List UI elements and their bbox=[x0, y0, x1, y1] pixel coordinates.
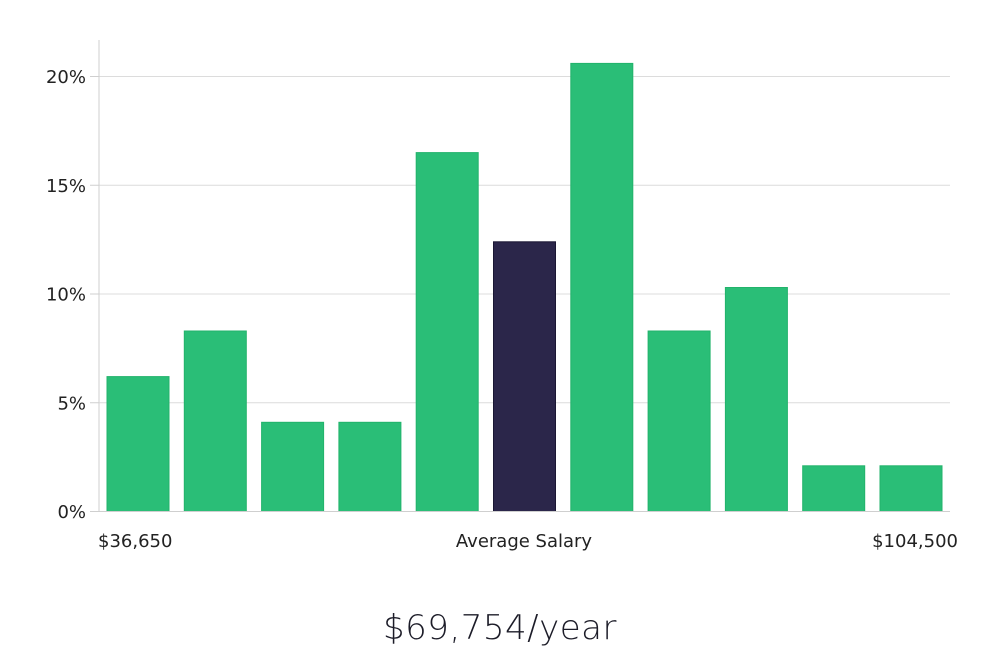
bar bbox=[724, 287, 788, 512]
bar bbox=[415, 152, 479, 512]
x-label-max: $104,500 bbox=[872, 531, 958, 552]
bar bbox=[570, 62, 634, 513]
bar bbox=[802, 465, 866, 512]
average-salary-value: $69,754/year bbox=[383, 608, 617, 648]
x-label-min: $36,650 bbox=[98, 531, 172, 552]
y-tick-labels: 0% 5% 10% 15% 20% bbox=[46, 67, 99, 523]
bar-highlighted bbox=[493, 241, 556, 513]
y-tick-label: 20% bbox=[46, 67, 86, 88]
x-label-center: Average Salary bbox=[456, 531, 593, 552]
y-tick-label: 15% bbox=[46, 176, 86, 197]
y-tick-label: 5% bbox=[57, 393, 86, 414]
y-tick-label: 10% bbox=[46, 285, 86, 306]
bar bbox=[647, 330, 711, 512]
bar bbox=[106, 376, 170, 512]
y-tick-label: 0% bbox=[57, 502, 86, 523]
bar bbox=[261, 421, 325, 512]
bar bbox=[183, 330, 247, 512]
salary-distribution-chart: 0% 5% 10% 15% 20% $36,650 Average Salary $10… bbox=[46, 40, 958, 552]
bar bbox=[879, 465, 943, 512]
bars bbox=[106, 62, 943, 513]
bar bbox=[338, 421, 402, 512]
